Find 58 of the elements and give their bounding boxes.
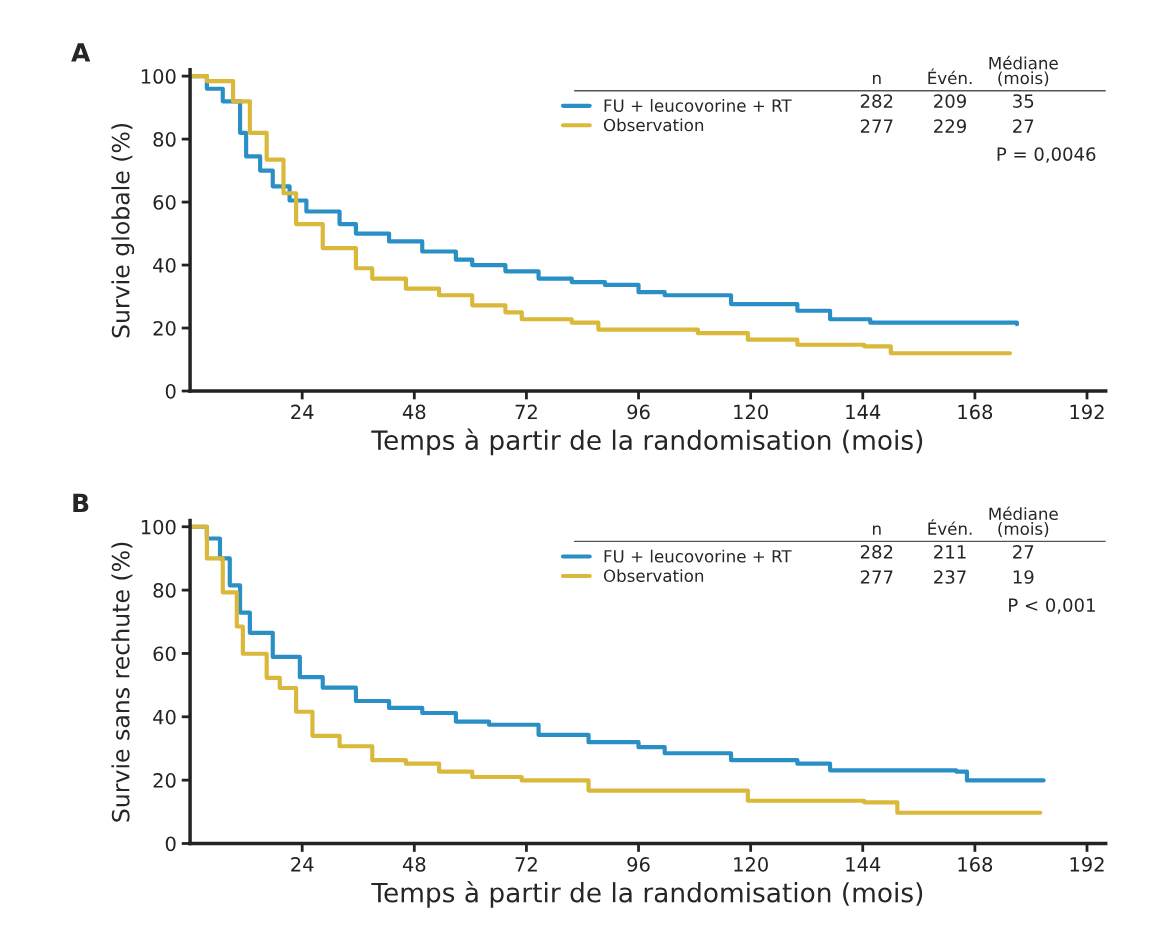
annotation: 237 [934,570,966,584]
y-tick-label: 60 [153,195,176,210]
y-tick-label: 20 [153,773,176,788]
annotation: 27 [1013,544,1034,559]
y-axis-title: Survie sans rechute (%) [111,542,133,822]
x-tick-label: 192 [1070,857,1104,872]
annotation: 211 [934,544,966,559]
y-tick-label: 0 [165,383,176,399]
x-tick-label: 144 [846,404,881,419]
x-axis-title: Temps à partir de la randomisation (mois) [371,428,923,456]
x-tick-label: 168 [958,857,993,872]
y-tick-label: 80 [153,583,176,598]
y-tick-label: 20 [153,321,176,336]
x-tick-label: 96 [627,857,650,872]
legend-label: Observation [603,569,704,583]
x-tick-label: 168 [958,404,993,420]
annotation: 277 [860,570,893,584]
x-axis-title: Temps à partir de la randomisation (mois) [371,881,923,908]
annotation: Évén. [928,68,972,85]
legend-label: Observation [603,118,704,132]
y-tick-label: 40 [153,709,176,725]
chart-title: A [71,43,91,62]
annotation: 209 [934,94,966,108]
x-tick-label: 72 [515,857,537,872]
annotation: P < 0,001 [1009,598,1095,614]
annotation: n [873,74,881,85]
annotation: 27 [1013,119,1034,133]
annotation: 19 [1013,570,1034,584]
x-tick-label: 24 [291,857,314,872]
annotation: Évén. [928,519,972,535]
annotation: n [873,525,881,535]
x-tick-label: 72 [515,404,537,419]
y-tick-label: 80 [153,132,176,147]
y-tick-label: 60 [153,646,176,662]
x-tick-label: 48 [402,857,426,872]
x-tick-label: 24 [291,404,314,419]
x-tick-label: 144 [846,857,881,872]
y-tick-label: 100 [141,519,176,535]
x-tick-label: 120 [734,857,768,872]
y-tick-label: 40 [153,258,176,273]
x-tick-label: 120 [734,404,768,420]
y-tick-label: 0 [165,836,176,852]
annotation: 282 [860,544,893,559]
chart-title: B [73,493,89,513]
x-tick-label: 48 [402,404,426,420]
annotation: 229 [934,119,966,133]
y-axis-title: Survie globale (%) [111,123,135,338]
annotation: P = 0,0046 [997,147,1096,163]
annotation: 282 [860,94,893,108]
y-tick-label: 100 [141,69,176,84]
x-tick-label: 96 [627,404,650,420]
x-tick-label: 192 [1070,404,1104,420]
annotation: Médiane (mois) [989,55,1058,87]
annotation: Médiane (mois) [989,506,1058,537]
legend-label: FU + leucovorine + RT [604,549,792,563]
legend-label: FU + leucovorine + RT [604,98,792,112]
annotation: 35 [1013,94,1034,108]
annotation: 277 [860,119,893,133]
